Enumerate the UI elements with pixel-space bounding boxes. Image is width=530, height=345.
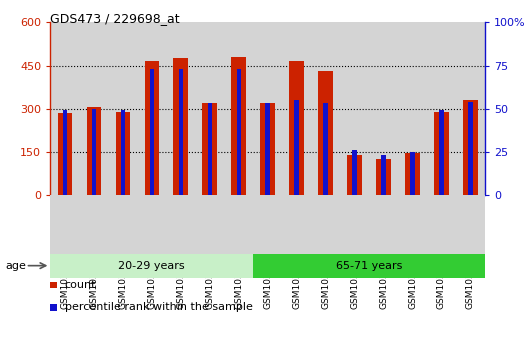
Bar — [63, 110, 67, 195]
Bar — [253, 254, 485, 278]
Bar — [208, 104, 212, 195]
Text: 65-71 years: 65-71 years — [336, 261, 402, 270]
Bar — [50, 254, 253, 278]
Bar — [463, 100, 478, 195]
Bar — [405, 153, 420, 195]
Bar — [347, 155, 362, 195]
Bar — [149, 69, 154, 195]
Bar — [410, 152, 414, 195]
Text: age: age — [5, 262, 26, 271]
Bar — [58, 113, 72, 195]
Bar — [116, 111, 130, 195]
Bar — [260, 103, 275, 195]
Text: 20-29 years: 20-29 years — [118, 261, 185, 270]
Bar — [173, 58, 188, 195]
Text: count: count — [65, 280, 96, 290]
Bar — [319, 71, 333, 195]
Bar — [434, 111, 449, 195]
Bar — [86, 107, 101, 195]
Bar — [266, 104, 270, 195]
Text: GDS473 / 229698_at: GDS473 / 229698_at — [50, 12, 180, 25]
Bar — [469, 102, 473, 195]
Bar — [376, 159, 391, 195]
Bar — [236, 69, 241, 195]
Bar — [121, 110, 125, 195]
Bar — [179, 69, 183, 195]
Bar — [352, 150, 357, 195]
Bar — [323, 104, 328, 195]
Bar — [202, 103, 217, 195]
Bar — [145, 61, 159, 195]
Bar — [295, 100, 299, 195]
Bar — [439, 110, 444, 195]
Text: percentile rank within the sample: percentile rank within the sample — [65, 303, 252, 312]
Bar — [232, 57, 246, 195]
Bar — [92, 109, 96, 195]
Bar — [382, 155, 386, 195]
Bar — [289, 61, 304, 195]
